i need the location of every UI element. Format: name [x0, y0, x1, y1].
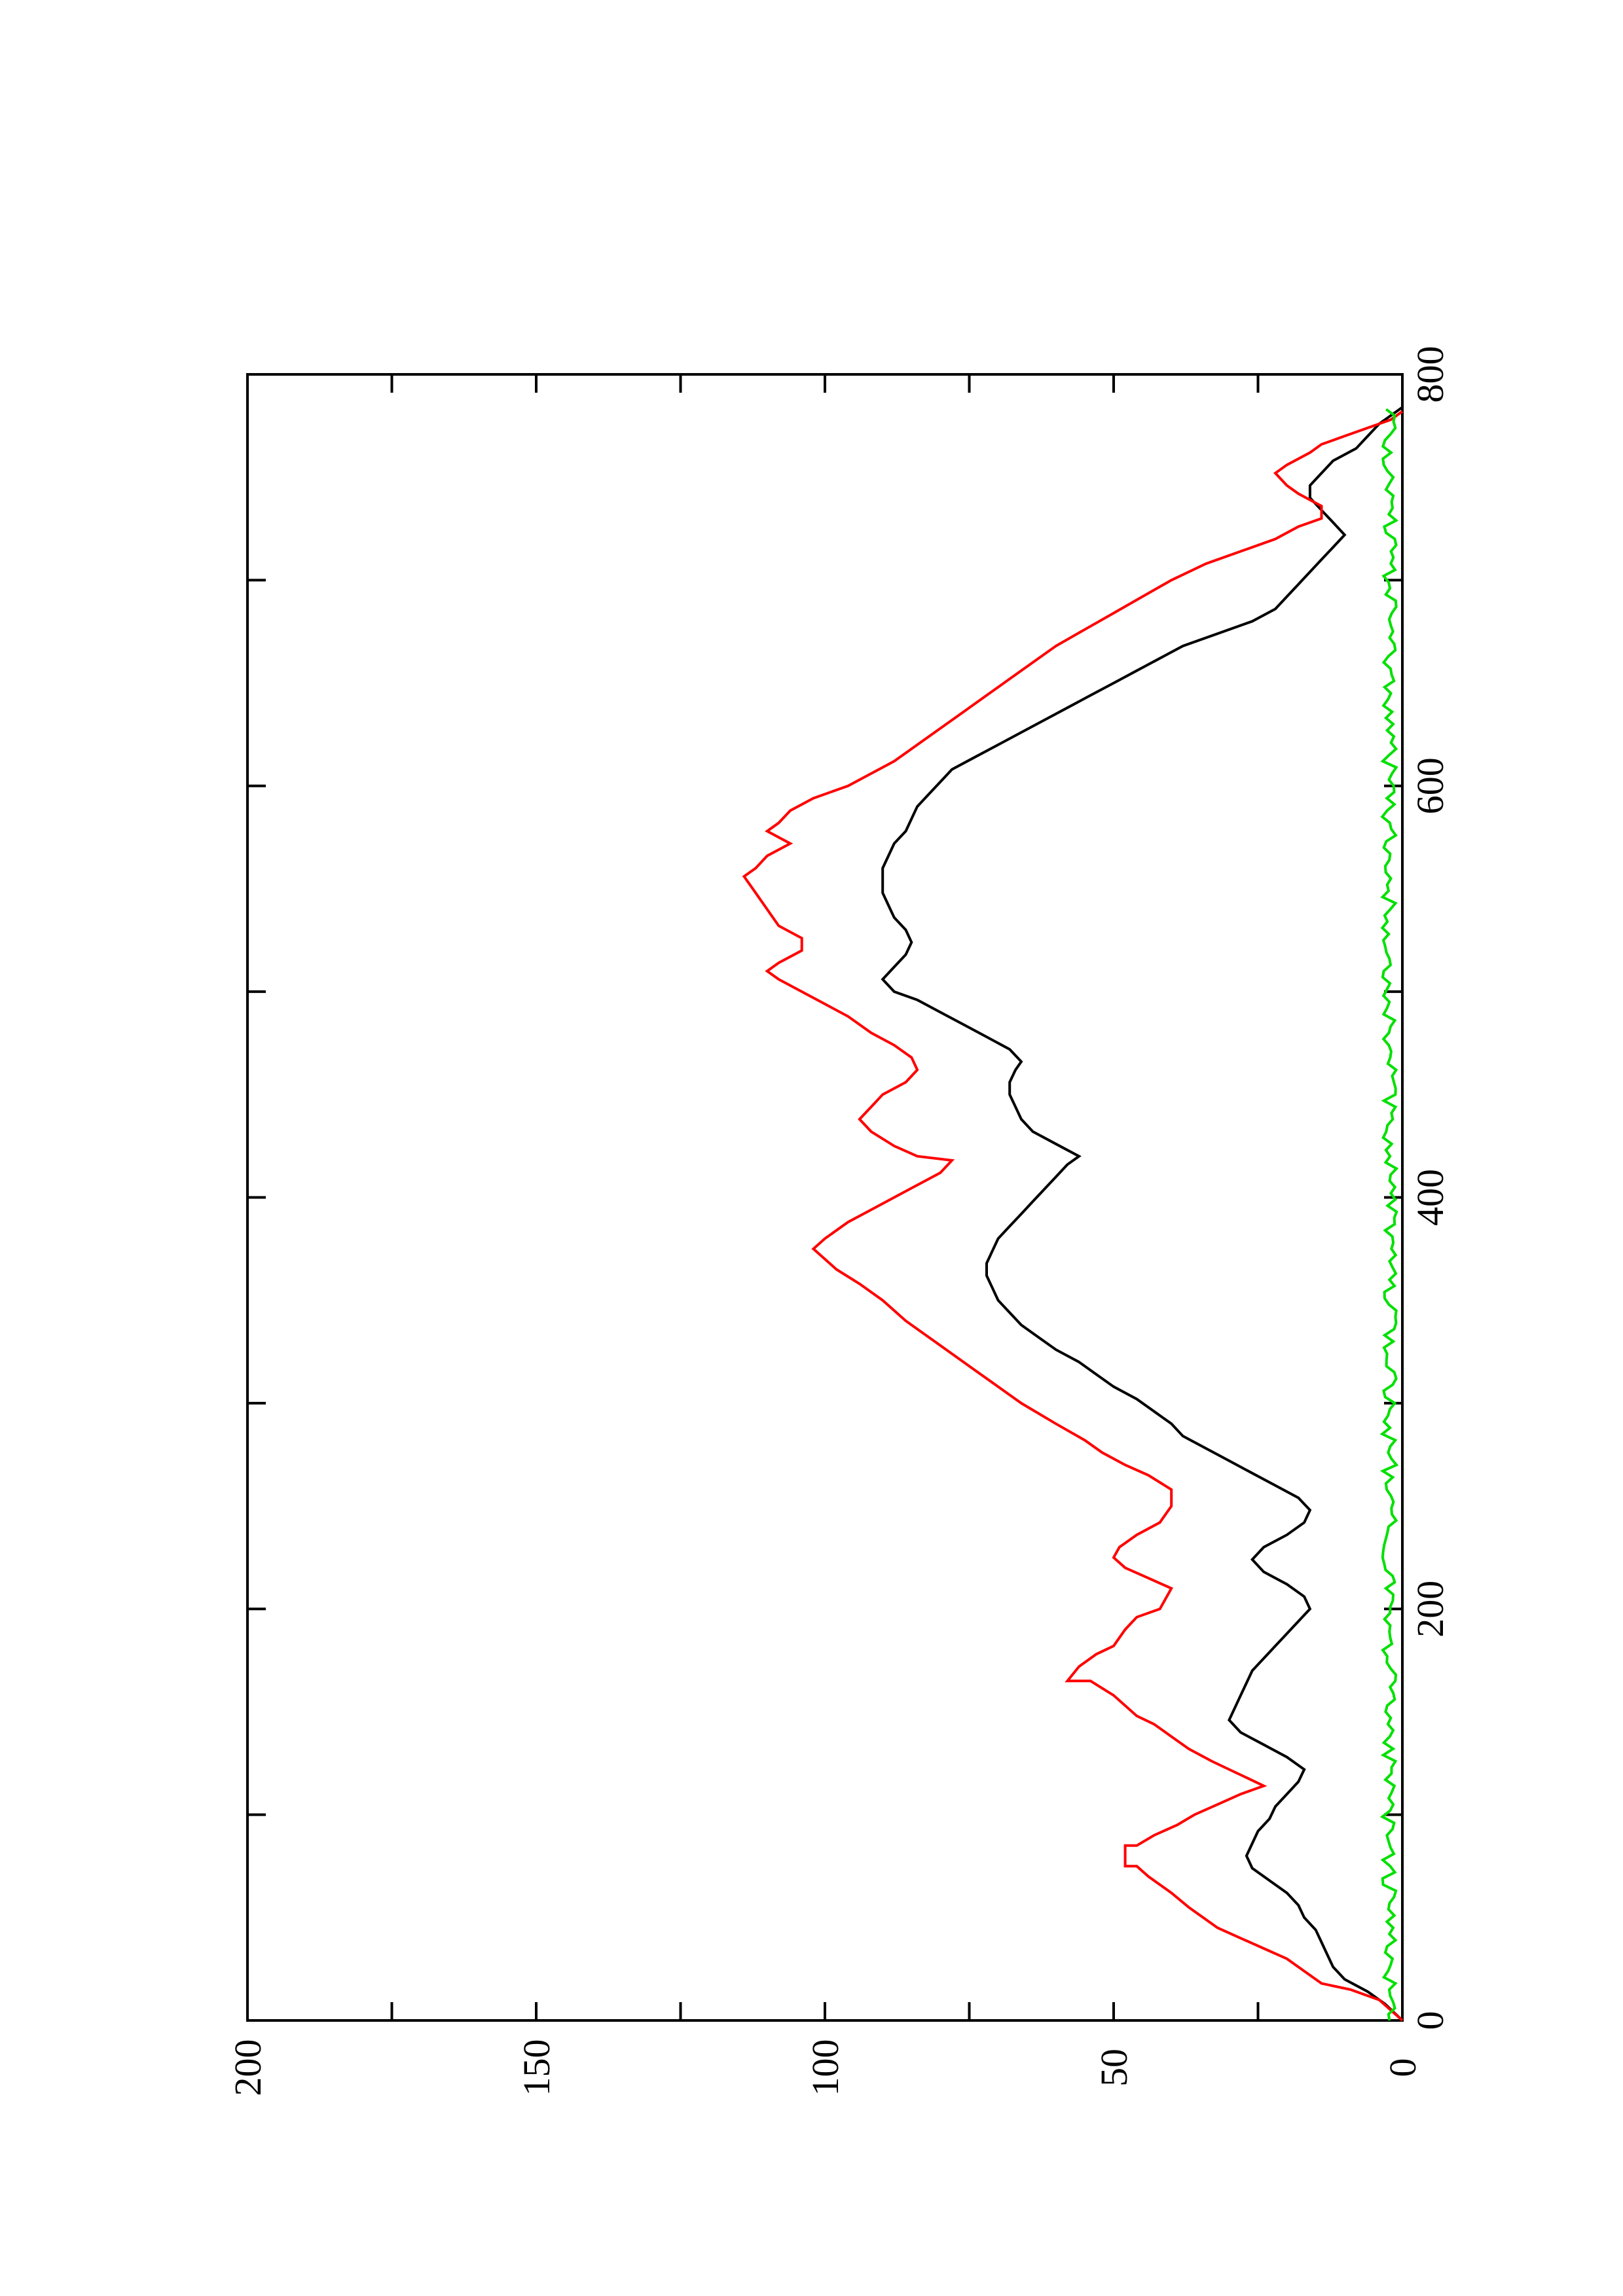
x-tick-label: 800 — [1409, 346, 1451, 403]
x-tick-label: 400 — [1409, 1169, 1451, 1226]
series-line-green — [1379, 408, 1399, 2021]
y-tick-label: 50 — [1093, 2049, 1135, 2087]
tick-labels: 0 200 400 600 800 0 50 100 150 200 — [227, 346, 1451, 2096]
x-tick-label: 0 — [1409, 2011, 1451, 2030]
ticks — [246, 373, 1404, 2022]
y-tick-label: 200 — [227, 2039, 269, 2096]
x-tick-label: 600 — [1409, 757, 1451, 814]
x-tick-label: 200 — [1409, 1581, 1451, 1638]
series-line-red — [742, 410, 1404, 2022]
y-tick-label: 100 — [804, 2039, 847, 2096]
y-tick-label: 0 — [1381, 2058, 1424, 2077]
plot-frame — [246, 373, 1404, 2022]
series-line-black — [881, 406, 1404, 2022]
y-tick-label: 150 — [515, 2039, 558, 2096]
